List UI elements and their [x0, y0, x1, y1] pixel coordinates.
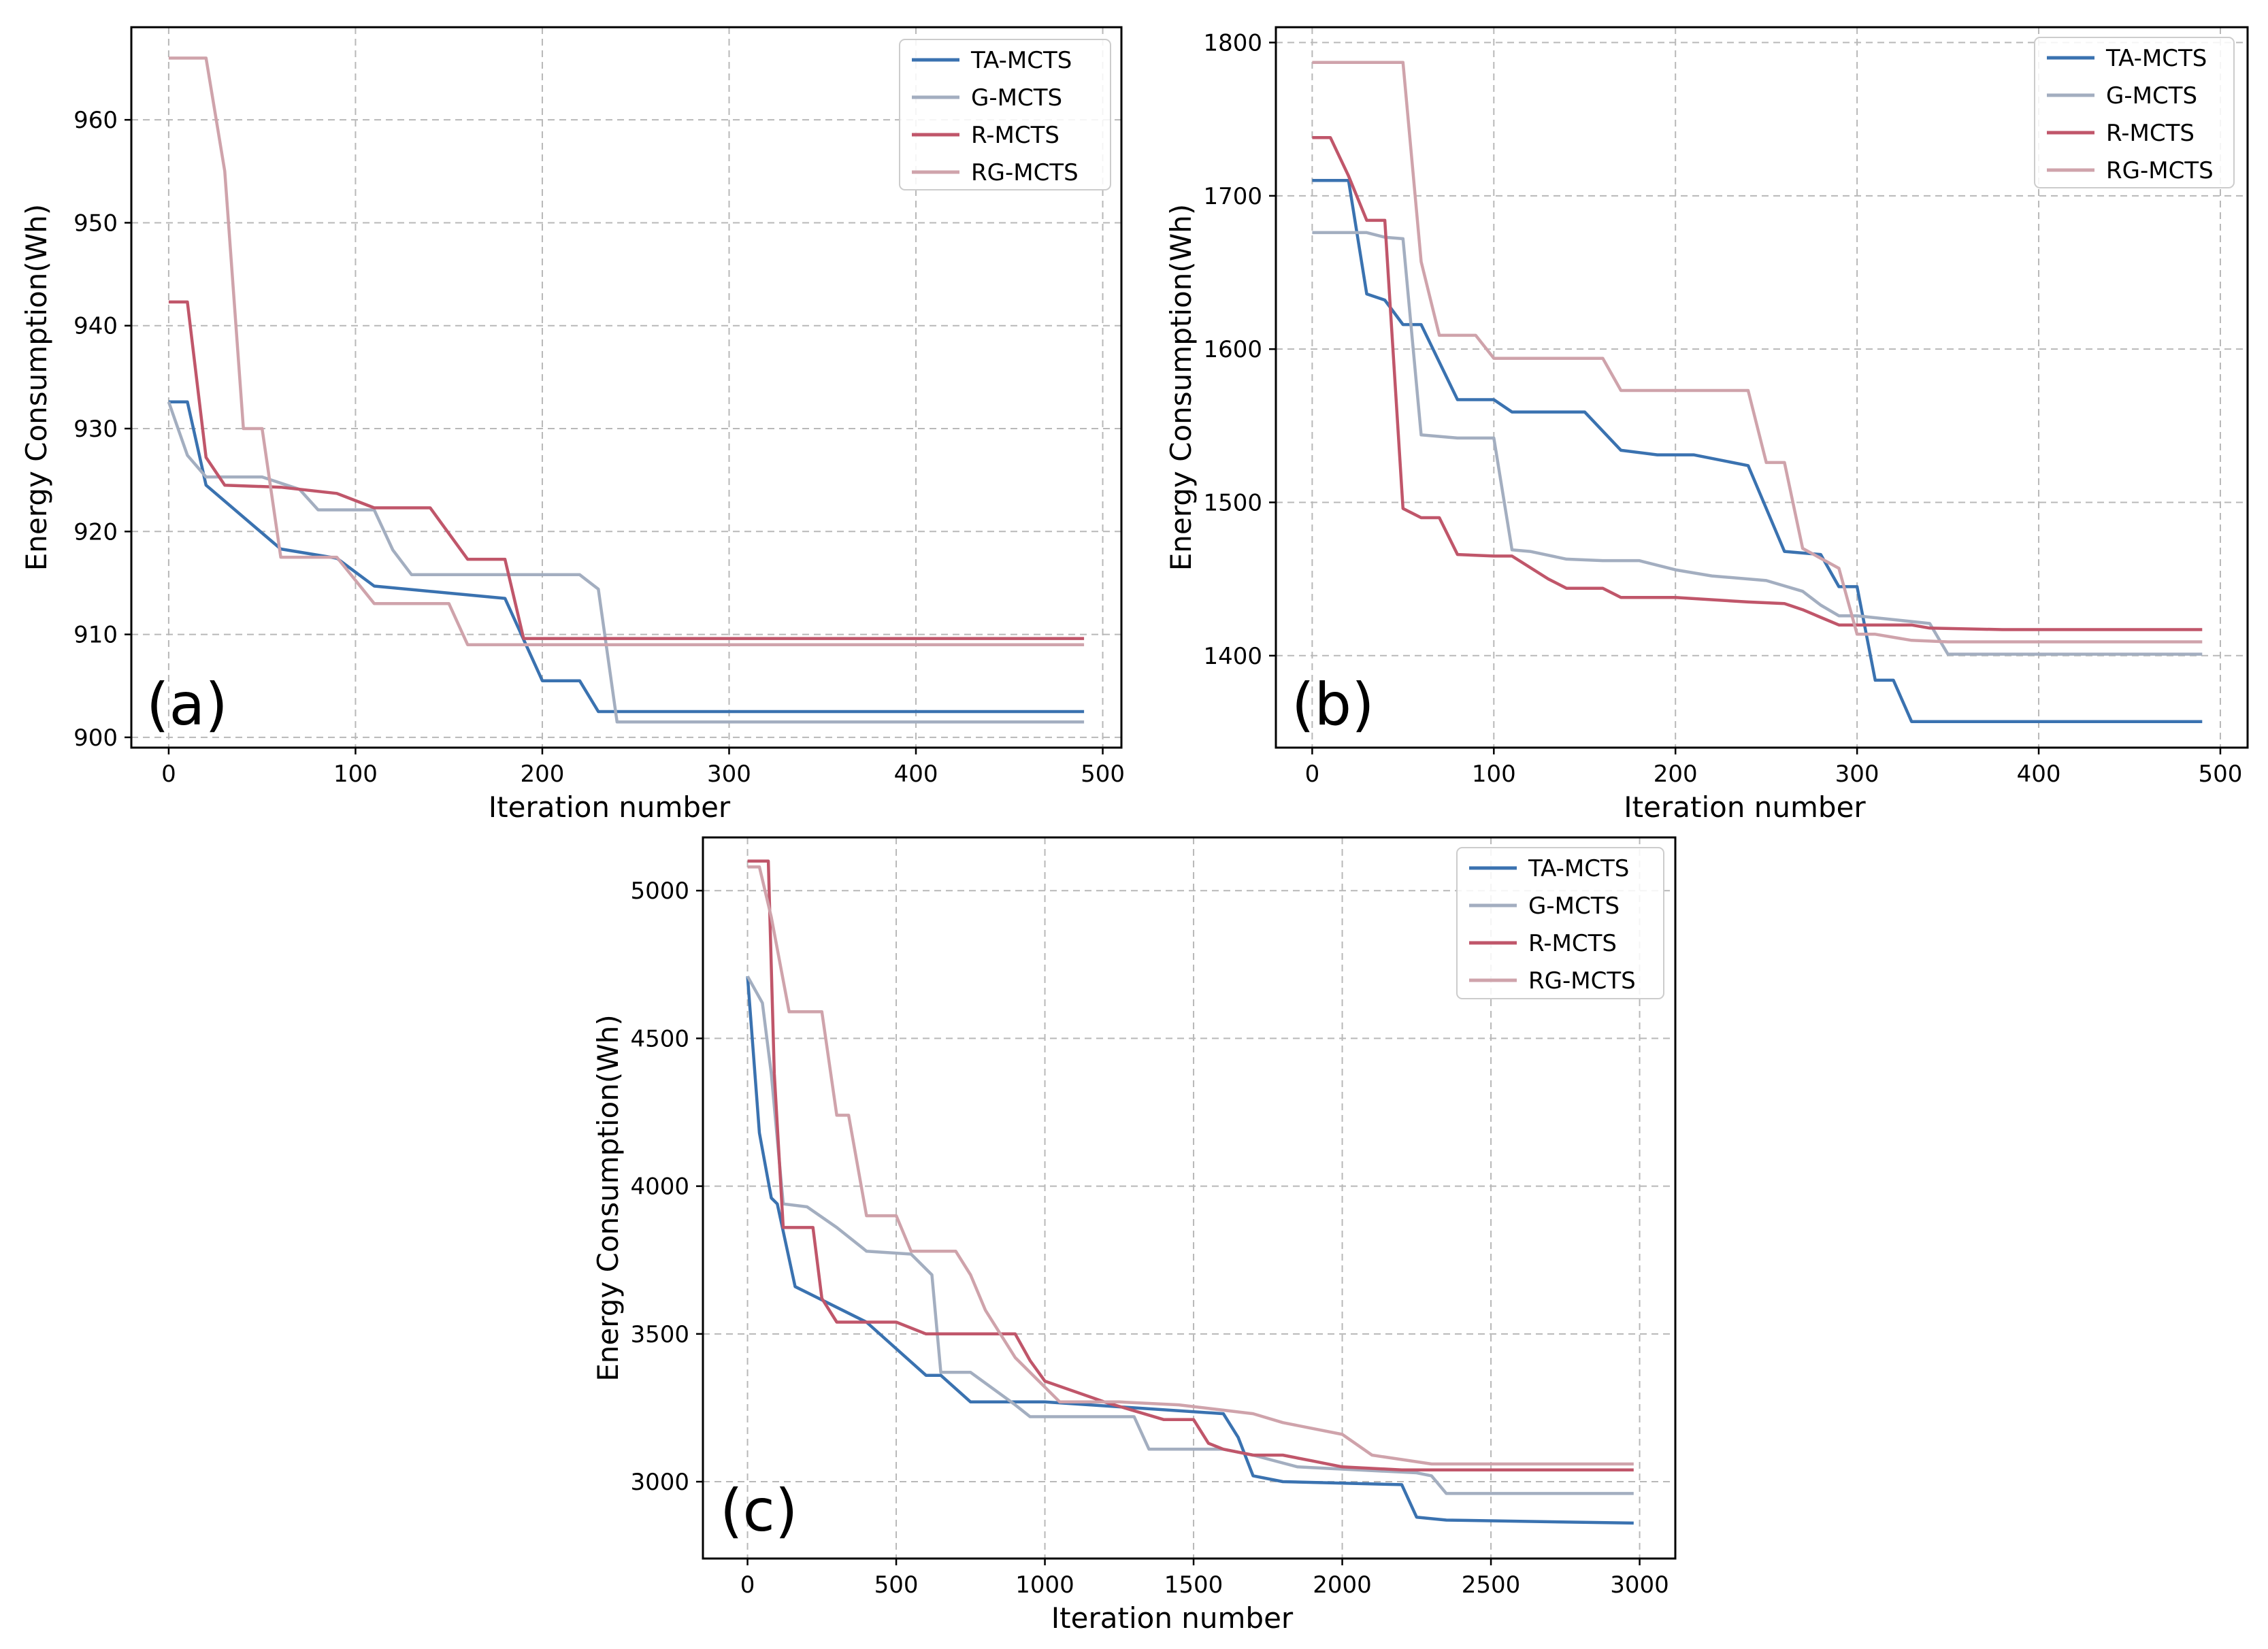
legend: TA-MCTS G-MCTS R-MCTS RG-MCTS: [899, 39, 1111, 190]
legend-entry: R-MCTS: [1528, 930, 1617, 957]
series-line-r-mcts: [747, 859, 1634, 1471]
plot-frame: [130, 26, 1123, 749]
legend-entry: G-MCTS: [971, 84, 1062, 112]
legend-box: [1456, 847, 1664, 999]
legend: TA-MCTS G-MCTS R-MCTS RG-MCTS: [2034, 37, 2235, 188]
y-tick-label: 1400: [1203, 643, 1262, 670]
legend-box: [899, 39, 1111, 190]
legend-entry: TA-MCTS: [2105, 45, 2207, 72]
series-line-g-mcts: [746, 976, 1634, 1495]
y-tick-label: 1600: [1203, 336, 1262, 363]
legend: TA-MCTS G-MCTS R-MCTS RG-MCTS: [1456, 847, 1664, 999]
series-line-rg-mcts: [168, 56, 1085, 646]
series-line-r-mcts: [168, 300, 1085, 640]
chart-panel-1: 0 100 200 300 400 500 1400 1500 1600 1700 1800 Iter…: [1164, 26, 2249, 824]
x-axis-label: Iteration number: [1051, 1601, 1294, 1635]
y-tick-label: 900: [73, 724, 118, 752]
x-tick-label: 1000: [1015, 1571, 1074, 1599]
legend-entry: RG-MCTS: [2106, 157, 2214, 184]
series-line-ta-mcts: [168, 400, 1085, 714]
x-tick-label: 200: [521, 761, 565, 788]
y-tick-label: 1700: [1203, 183, 1262, 210]
panel-label: (c): [720, 1477, 798, 1545]
y-tick-label: 1800: [1203, 30, 1262, 57]
series-line-g-mcts: [167, 401, 1085, 724]
y-axis-label: Energy Consumption(Wh): [1164, 204, 1198, 571]
legend-box: [2034, 37, 2235, 188]
series-line-rg-mcts: [1312, 61, 2203, 644]
series-line-ta-mcts: [746, 976, 1634, 1525]
x-tick-label: 500: [1081, 761, 1125, 788]
x-tick-label: 1500: [1164, 1571, 1223, 1599]
chart-panel-2: 0 500 1000 1500 2000 2500 3000 3000 3500 4000 4500…: [591, 836, 1677, 1635]
x-tick-label: 300: [1835, 761, 1879, 788]
y-tick-label: 920: [73, 518, 118, 546]
x-tick-label: 400: [894, 761, 938, 788]
x-tick-label: 500: [874, 1571, 919, 1599]
legend-entry: G-MCTS: [1528, 893, 1620, 920]
panel-label: (a): [146, 671, 228, 739]
x-tick-label: 100: [1472, 761, 1516, 788]
legend-entry: G-MCTS: [2106, 82, 2197, 110]
y-axis-label: Energy Consumption(Wh): [591, 1014, 625, 1381]
x-tick-label: 500: [2199, 761, 2243, 788]
plot-frame: [702, 836, 1677, 1560]
chart-panel-0: 0 100 200 300 400 500 900 910 920 930 940 950 960 Ite…: [20, 26, 1125, 824]
panel-label: (b): [1292, 671, 1375, 739]
x-tick-label: 400: [2017, 761, 2061, 788]
series-line-r-mcts: [1312, 135, 2203, 631]
x-tick-label: 300: [707, 761, 751, 788]
x-tick-label: 0: [161, 761, 176, 788]
y-tick-label: 1500: [1203, 489, 1262, 516]
y-tick-label: 4500: [630, 1025, 689, 1052]
y-tick-label: 950: [73, 210, 118, 237]
x-tick-label: 3000: [1610, 1571, 1669, 1599]
x-tick-label: 0: [1305, 761, 1320, 788]
x-tick-label: 0: [740, 1571, 755, 1599]
legend-entry: RG-MCTS: [1528, 967, 1636, 995]
y-tick-label: 940: [73, 313, 118, 340]
x-tick-label: 100: [333, 761, 378, 788]
y-axis-label: Energy Consumption(Wh): [20, 204, 53, 571]
legend-entry: TA-MCTS: [1528, 855, 1629, 882]
y-tick-label: 910: [73, 622, 118, 649]
x-axis-label: Iteration number: [489, 790, 731, 824]
series-line-rg-mcts: [747, 865, 1634, 1466]
x-tick-label: 2000: [1313, 1571, 1372, 1599]
x-tick-label: 2500: [1462, 1571, 1521, 1599]
y-tick-label: 960: [73, 107, 118, 134]
y-tick-label: 3500: [630, 1321, 689, 1348]
legend-entry: R-MCTS: [2106, 120, 2195, 147]
plot-frame: [1275, 26, 2249, 749]
y-tick-label: 3000: [630, 1469, 689, 1496]
y-tick-label: 4000: [630, 1173, 689, 1201]
x-axis-label: Iteration number: [1624, 790, 1866, 824]
y-tick-label: 5000: [630, 878, 689, 905]
y-tick-label: 930: [73, 416, 118, 443]
series-line-g-mcts: [1312, 231, 2203, 656]
legend-entry: RG-MCTS: [971, 159, 1079, 186]
legend-entry: R-MCTS: [971, 122, 1059, 149]
x-tick-label: 200: [1654, 761, 1698, 788]
legend-entry: TA-MCTS: [970, 47, 1072, 74]
